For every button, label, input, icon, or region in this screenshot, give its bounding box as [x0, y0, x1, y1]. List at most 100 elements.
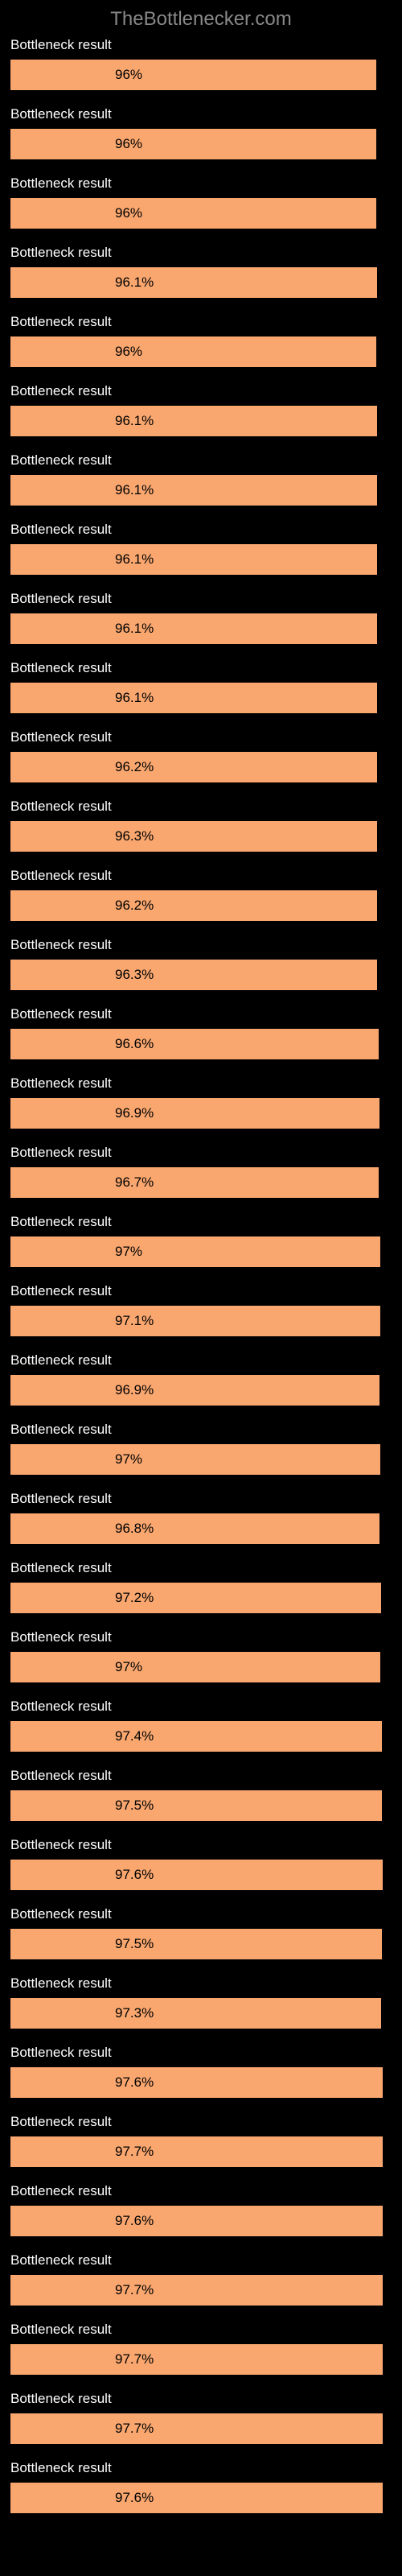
result-bar: 97%: [10, 1652, 380, 1682]
result-bar: 97.1%: [10, 1306, 380, 1336]
result-row: Bottleneck result97.6%: [10, 2183, 392, 2236]
result-label: Bottleneck result: [10, 245, 392, 261]
result-label: Bottleneck result: [10, 2045, 392, 2061]
result-row: Bottleneck result 96.9%: [10, 1352, 392, 1406]
result-percentage: 97.4%: [115, 1728, 154, 1744]
result-percentage: 97.6%: [115, 2074, 154, 2091]
result-row: Bottleneck result 96.7%: [10, 1145, 392, 1198]
result-percentage: 97%: [115, 1659, 142, 1675]
result-label: Bottleneck result: [10, 522, 392, 538]
result-percentage: 97.3%: [115, 2005, 154, 2021]
result-label: Bottleneck result: [10, 1145, 392, 1161]
result-percentage: 96.1%: [115, 275, 154, 291]
result-bar: 97.3%: [10, 1998, 381, 2029]
page-title: TheBottlenecker.com: [0, 0, 402, 37]
result-bar: 96.1%: [10, 267, 377, 298]
result-percentage: 96.1%: [115, 690, 154, 706]
result-row: Bottleneck result 97.6%: [10, 2460, 392, 2513]
result-bar: 96.8%: [10, 1513, 379, 1544]
result-bar: 96%: [10, 336, 376, 367]
result-bar: 97.6%: [10, 2206, 383, 2236]
result-row: Bottleneck result 96.2%: [10, 868, 392, 921]
result-bar: 96%: [10, 60, 376, 90]
result-row: Bottleneck result 97%: [10, 1422, 392, 1475]
result-bar: 97.7%: [10, 2136, 383, 2167]
result-percentage: 97%: [115, 1244, 142, 1260]
result-bar: 96%: [10, 129, 376, 159]
result-bar: 97.2%: [10, 1583, 381, 1613]
result-percentage: 96.6%: [115, 1036, 154, 1052]
result-percentage: 97.1%: [115, 1313, 154, 1329]
result-row: Bottleneck result 96.1%: [10, 245, 392, 298]
result-row: Bottleneck result 97%: [10, 1629, 392, 1682]
result-bar: 96.7%: [10, 1167, 379, 1198]
result-bar: 96.9%: [10, 1098, 379, 1129]
result-label: Bottleneck result: [10, 175, 392, 192]
result-bar: 97.7%: [10, 2275, 383, 2306]
result-row: Bottleneck result96.8%: [10, 1491, 392, 1544]
result-percentage: 97.6%: [115, 1867, 154, 1883]
result-row: Bottleneck result 96.1%: [10, 383, 392, 436]
result-row: Bottleneck result 97.1%: [10, 1283, 392, 1336]
result-row: Bottleneck result 96%: [10, 314, 392, 367]
result-label: Bottleneck result: [10, 106, 392, 122]
result-label: Bottleneck result: [10, 1768, 392, 1784]
result-row: Bottleneck result97.7%: [10, 2252, 392, 2306]
result-bar: 97.5%: [10, 1790, 382, 1821]
result-row: Bottleneck result 97.5%: [10, 1768, 392, 1821]
result-percentage: 97%: [115, 1451, 142, 1468]
result-row: Bottleneck result97.6%: [10, 1837, 392, 1890]
result-row: Bottleneck result 96.1%: [10, 522, 392, 575]
result-row: Bottleneck result 97.2%: [10, 1560, 392, 1613]
result-row: Bottleneck result97.7%: [10, 2322, 392, 2375]
result-bar: 97%: [10, 1444, 380, 1475]
result-label: Bottleneck result: [10, 1699, 392, 1715]
result-percentage: 97.5%: [115, 1936, 154, 1952]
result-label: Bottleneck result: [10, 2391, 392, 2407]
result-label: Bottleneck result: [10, 314, 392, 330]
result-row: Bottleneck result 96.9%: [10, 1075, 392, 1129]
result-label: Bottleneck result: [10, 1283, 392, 1299]
result-label: Bottleneck result: [10, 383, 392, 399]
result-label: Bottleneck result: [10, 1075, 392, 1092]
result-percentage: 96%: [115, 67, 142, 83]
result-label: Bottleneck result: [10, 2460, 392, 2476]
result-label: Bottleneck result: [10, 729, 392, 745]
result-bar: 96%: [10, 198, 376, 229]
result-percentage: 96.2%: [115, 759, 154, 775]
result-bar: 97.4%: [10, 1721, 382, 1752]
result-bar: 96.1%: [10, 544, 377, 575]
result-row: Bottleneck result97.3%: [10, 1975, 392, 2029]
result-label: Bottleneck result: [10, 868, 392, 884]
result-percentage: 96%: [115, 205, 142, 221]
result-percentage: 97.6%: [115, 2490, 154, 2506]
result-label: Bottleneck result: [10, 660, 392, 676]
result-bar: 96.1%: [10, 406, 377, 436]
result-row: Bottleneck result 97.4%: [10, 1699, 392, 1752]
result-label: Bottleneck result: [10, 799, 392, 815]
result-row: Bottleneck result 97.7%: [10, 2114, 392, 2167]
result-row: Bottleneck result 96%: [10, 106, 392, 159]
result-row: Bottleneck result97.7%: [10, 2391, 392, 2444]
result-row: Bottleneck result96.1%: [10, 452, 392, 506]
result-row: Bottleneck result 96%: [10, 175, 392, 229]
result-bar: 96.3%: [10, 960, 377, 990]
result-label: Bottleneck result: [10, 1560, 392, 1576]
result-label: Bottleneck result: [10, 2114, 392, 2130]
result-percentage: 96.3%: [115, 828, 154, 844]
result-percentage: 96.9%: [115, 1382, 154, 1398]
result-percentage: 97.7%: [115, 2351, 154, 2368]
result-bar: 97.6%: [10, 1860, 383, 1890]
result-label: Bottleneck result: [10, 1629, 392, 1645]
result-label: Bottleneck result: [10, 452, 392, 469]
result-bar: 97.6%: [10, 2483, 383, 2513]
result-label: Bottleneck result: [10, 1006, 392, 1022]
result-percentage: 96.1%: [115, 621, 154, 637]
result-label: Bottleneck result: [10, 1352, 392, 1368]
result-percentage: 96.2%: [115, 898, 154, 914]
result-bar: 97.5%: [10, 1929, 382, 1959]
result-percentage: 97.6%: [115, 2213, 154, 2229]
result-bar: 96.6%: [10, 1029, 379, 1059]
result-percentage: 96.1%: [115, 413, 154, 429]
result-label: Bottleneck result: [10, 1422, 392, 1438]
